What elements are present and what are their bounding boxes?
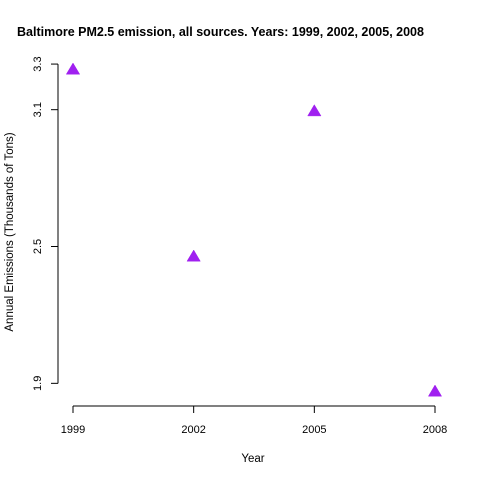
data-point bbox=[427, 384, 443, 397]
x-tick-label: 2008 bbox=[423, 424, 447, 436]
data-point bbox=[186, 249, 201, 262]
y-tick-label: 2.5 bbox=[32, 239, 44, 254]
y-axis: 1.9 2.5 3.1 3.3 bbox=[32, 56, 59, 391]
data-points bbox=[65, 62, 443, 397]
y-tick-label: 1.9 bbox=[32, 376, 44, 391]
x-tick-label: 1999 bbox=[61, 424, 85, 436]
y-tick-label: 3.1 bbox=[32, 102, 44, 117]
data-point bbox=[307, 104, 322, 117]
x-tick-label: 2005 bbox=[302, 424, 326, 436]
y-tick-label: 3.3 bbox=[32, 56, 44, 71]
x-tick-label: 2002 bbox=[181, 424, 205, 436]
data-point bbox=[65, 62, 81, 75]
chart-title: Baltimore PM2.5 emission, all sources. Y… bbox=[17, 25, 424, 39]
x-axis-label: Year bbox=[241, 453, 264, 465]
y-axis-label: Annual Emissions (Thousands of Tons) bbox=[4, 132, 16, 331]
x-axis: 1999 2002 2005 2008 bbox=[61, 405, 447, 436]
